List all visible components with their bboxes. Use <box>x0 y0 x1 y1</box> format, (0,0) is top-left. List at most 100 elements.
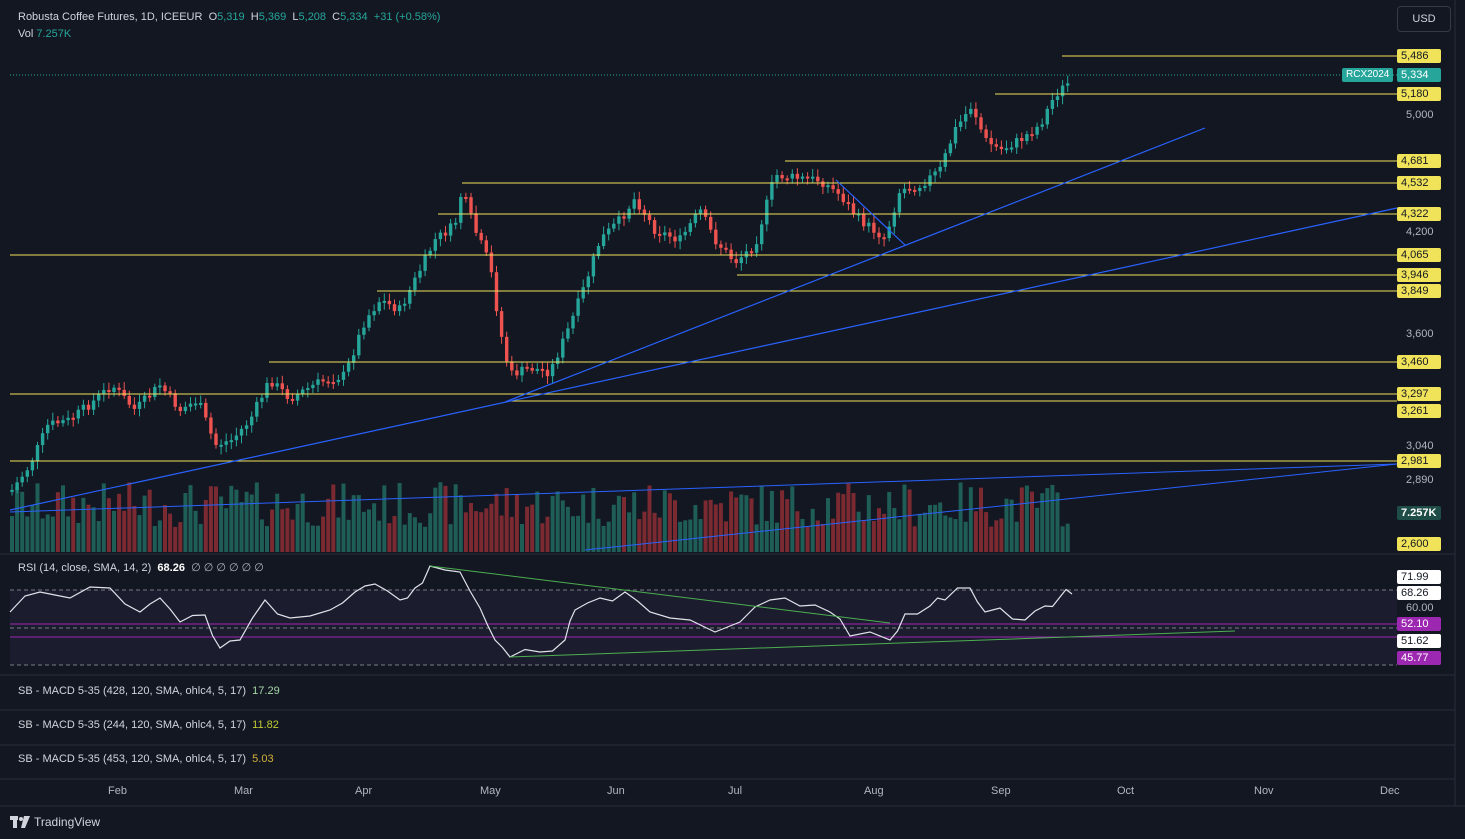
candle-body <box>443 232 448 236</box>
candle-body <box>239 428 244 436</box>
volume-bar <box>494 493 499 552</box>
volume-bar <box>423 526 428 552</box>
level-label: 4,532 <box>1397 176 1441 190</box>
volume-bar <box>463 512 468 552</box>
candle-body <box>1009 147 1014 150</box>
time-label-apr: Apr <box>355 785 373 797</box>
volume-bar <box>106 498 111 552</box>
candle-body <box>10 489 14 492</box>
candle-body <box>913 189 917 192</box>
volume-bar <box>994 520 999 552</box>
symbol-title[interactable]: Robusta Coffee Futures, 1D, ICEEUR <box>18 11 203 23</box>
rsi-divergence-up[interactable] <box>509 630 1236 658</box>
volume-bar <box>907 489 912 552</box>
trend-line-long[interactable] <box>9 207 1398 511</box>
candle-body <box>601 234 606 247</box>
candle-body <box>474 213 478 233</box>
macd-1-title[interactable]: SB - MACD 5-35 (428, 120, SMA, ohlc4, 5,… <box>18 685 247 697</box>
candle-body <box>214 433 218 445</box>
candle-body <box>999 146 1004 150</box>
candle-body <box>826 185 830 188</box>
candle-body <box>943 153 947 167</box>
change-value: +31 (+0.58%) <box>373 11 441 23</box>
open-key: O <box>208 11 218 23</box>
macd-3-title[interactable]: SB - MACD 5-35 (453, 120, SMA, ohlc4, 5,… <box>18 753 247 765</box>
currency-button[interactable]: USD <box>1397 6 1451 32</box>
rsi-label-5162: 51.62 <box>1397 634 1441 648</box>
trend-lines[interactable] <box>9 127 1398 551</box>
candle-body <box>938 166 942 172</box>
volume-bar <box>550 495 555 552</box>
candle-body <box>948 143 953 154</box>
candle-body <box>163 385 167 392</box>
volume-bar <box>453 484 458 552</box>
candle-body <box>647 214 652 221</box>
volume-bar <box>443 485 448 552</box>
candle-body <box>505 336 509 362</box>
candle-body <box>464 196 468 199</box>
candle-body <box>479 232 483 241</box>
volume-bar <box>718 503 723 552</box>
volume-bar <box>392 516 397 552</box>
volume-bar <box>509 516 514 552</box>
volume-bar <box>785 499 790 552</box>
volume-bar <box>101 483 106 552</box>
horizontal-levels[interactable] <box>10 55 1397 462</box>
volume-bar <box>678 521 683 552</box>
rsi-label-6826: 68.26 <box>1397 586 1441 600</box>
volume-bar <box>581 494 586 552</box>
trend-line-base[interactable] <box>9 463 1398 513</box>
tradingview-brand[interactable]: TradingView <box>10 815 100 829</box>
candle-body <box>989 137 993 145</box>
candle-body <box>15 482 19 490</box>
candle-body <box>397 305 402 312</box>
volume-bar <box>642 511 647 552</box>
candlesticks <box>10 75 1070 496</box>
volume-bar <box>504 488 509 552</box>
candle-body <box>352 355 356 363</box>
rsi-divergence-down[interactable] <box>429 565 891 624</box>
volume-bar <box>316 525 320 552</box>
volume-bar <box>698 519 703 552</box>
rsi-label-5210: 52.10 <box>1397 617 1441 631</box>
volume-bar <box>984 512 989 552</box>
candle-body <box>979 117 983 130</box>
volume-bar <box>239 502 244 552</box>
macd-2-title[interactable]: SB - MACD 5-35 (244, 120, SMA, ohlc4, 5,… <box>18 719 247 731</box>
candle-body <box>739 257 743 264</box>
candle-body <box>30 461 35 471</box>
candle-body <box>561 338 565 358</box>
ticker-label: RCX2024 <box>1342 68 1394 82</box>
close-key: C <box>332 11 341 23</box>
volume-bar <box>647 485 652 552</box>
volume-bar <box>499 515 504 552</box>
volume-bar <box>229 485 234 552</box>
volume-bar <box>418 522 422 552</box>
volume-bar <box>708 499 713 552</box>
volume-bar <box>321 516 326 552</box>
rsi-legend-title[interactable]: RSI (14, close, SMA, 14, 2) <box>18 562 152 574</box>
trend-line-mid[interactable] <box>504 127 1206 403</box>
volume-bar <box>178 522 183 552</box>
trend-line-short[interactable] <box>835 179 906 246</box>
candle-body <box>341 371 346 380</box>
candle-body <box>112 387 116 393</box>
volume-bar <box>943 515 948 552</box>
level-label: 3,297 <box>1397 387 1441 401</box>
candle-body <box>734 259 738 264</box>
candle-body <box>35 445 40 462</box>
close-value: 5,334 <box>340 11 368 23</box>
price-tick-label: 5,000 <box>1406 109 1434 121</box>
volume-bar <box>142 495 147 552</box>
volume-bar <box>729 491 734 552</box>
volume-bar <box>163 505 167 552</box>
candle-body <box>754 244 759 253</box>
volume-bar <box>525 506 530 552</box>
price-tick-label: 4,200 <box>1406 226 1434 238</box>
volume-bar <box>820 523 825 552</box>
volume-bar <box>637 519 642 552</box>
candle-body <box>46 424 50 434</box>
trend-line-volume[interactable] <box>584 463 1398 551</box>
candle-body <box>97 394 101 401</box>
